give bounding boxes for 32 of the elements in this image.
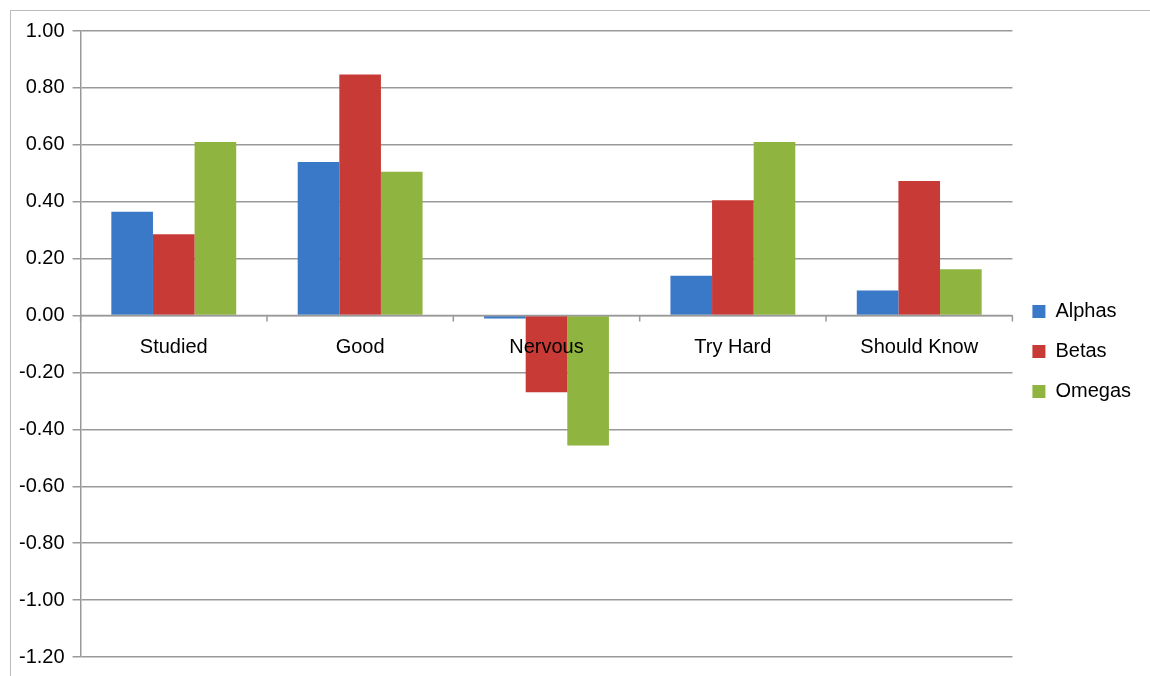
legend-label: Omegas — [1055, 379, 1132, 402]
y-tick-label: 0.00 — [25, 303, 65, 326]
bar — [380, 171, 423, 315]
bar — [484, 316, 526, 319]
x-tick-label: Should Know — [860, 335, 979, 358]
bar — [856, 290, 899, 315]
y-tick-label: -0.20 — [18, 359, 65, 382]
bar — [152, 234, 195, 315]
bar — [297, 161, 340, 315]
legend-label: Betas — [1055, 339, 1107, 362]
y-tick-label: 0.20 — [25, 246, 65, 269]
bar — [898, 180, 941, 315]
bar — [194, 141, 237, 315]
y-tick-label: -0.40 — [18, 416, 65, 439]
bar — [339, 74, 381, 315]
bar — [940, 269, 982, 315]
bar — [753, 141, 796, 315]
y-tick-label: -0.80 — [18, 530, 65, 553]
y-tick-label: -1.20 — [18, 644, 65, 667]
y-tick-label: 0.80 — [25, 75, 65, 98]
y-tick-label: 0.60 — [25, 132, 65, 155]
legend-label: Alphas — [1055, 299, 1117, 322]
x-tick-label: Good — [335, 335, 385, 358]
y-tick-label: 0.40 — [25, 189, 65, 212]
bar — [712, 200, 754, 315]
y-tick-label: 1.00 — [25, 18, 65, 41]
y-tick-label: -0.60 — [18, 473, 65, 496]
x-tick-label: Studied — [139, 335, 208, 358]
y-tick-label: -1.00 — [18, 587, 65, 610]
bar — [111, 211, 153, 315]
bar — [670, 275, 713, 315]
x-tick-label: Try Hard — [694, 335, 772, 358]
